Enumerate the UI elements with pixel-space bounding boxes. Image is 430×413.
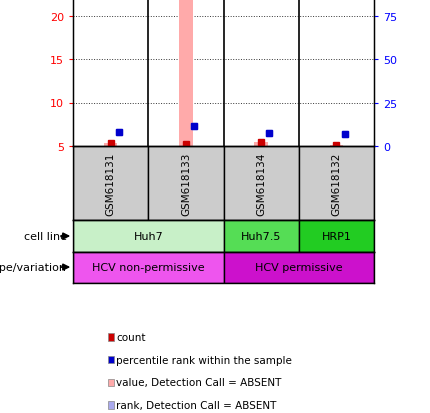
Text: Huh7: Huh7 (133, 231, 163, 242)
Text: genotype/variation: genotype/variation (0, 262, 67, 273)
Text: HRP1: HRP1 (322, 231, 351, 242)
Bar (299, 147, 374, 221)
Text: cell line: cell line (24, 231, 67, 242)
Bar (148, 147, 224, 221)
Text: count: count (116, 332, 145, 342)
Bar (255, 142, 268, 147)
Text: GSM618131: GSM618131 (106, 152, 116, 216)
Bar (104, 144, 117, 147)
Bar (224, 221, 299, 252)
Text: GSM618132: GSM618132 (332, 152, 341, 216)
Bar (224, 252, 374, 283)
Bar (299, 221, 374, 252)
Text: value, Detection Call = ABSENT: value, Detection Call = ABSENT (116, 377, 281, 387)
Bar (224, 147, 299, 221)
Bar (179, 0, 193, 147)
Bar (73, 147, 148, 221)
Text: HCV permissive: HCV permissive (255, 262, 343, 273)
Bar (73, 221, 224, 252)
Text: rank, Detection Call = ABSENT: rank, Detection Call = ABSENT (116, 400, 276, 410)
Text: percentile rank within the sample: percentile rank within the sample (116, 355, 292, 365)
Text: GSM618134: GSM618134 (256, 152, 266, 216)
Text: GSM618133: GSM618133 (181, 152, 191, 216)
Bar (330, 146, 343, 147)
Text: HCV non-permissive: HCV non-permissive (92, 262, 205, 273)
Bar (73, 252, 224, 283)
Text: Huh7.5: Huh7.5 (241, 231, 281, 242)
